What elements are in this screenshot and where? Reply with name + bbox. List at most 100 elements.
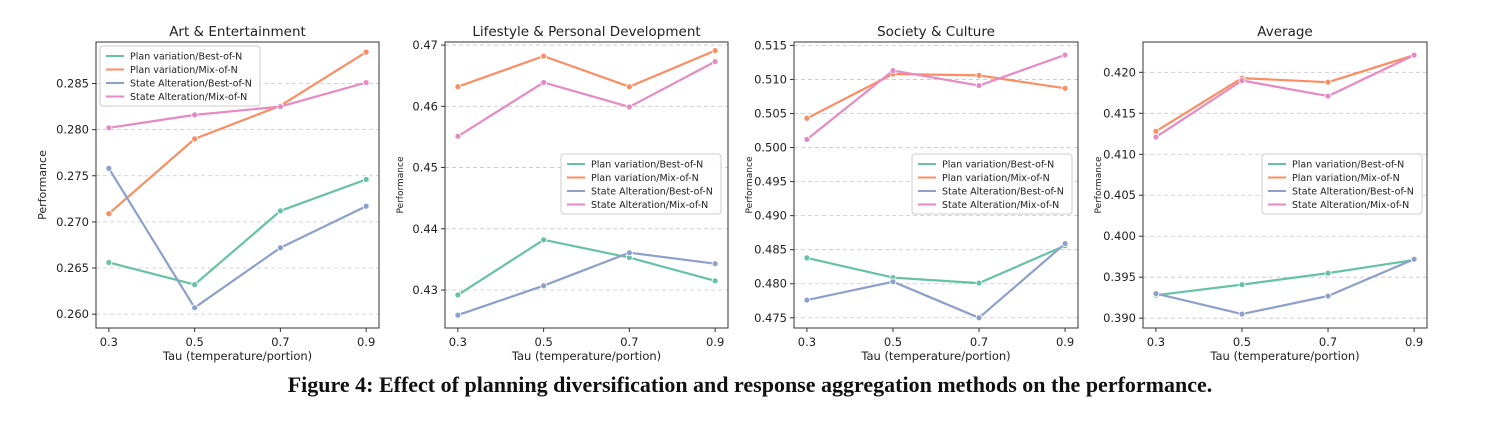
y-tick-label: 0.260 [56, 307, 89, 321]
y-tick-label: 0.405 [1103, 188, 1136, 202]
y-tick-label: 0.505 [754, 107, 787, 121]
x-tick-label: 0.7 [620, 335, 638, 349]
x-axis-label: Tau (temperature/portion) [860, 349, 1010, 363]
data-point [540, 282, 548, 290]
y-tick-label: 0.400 [1103, 229, 1136, 243]
data-point [362, 48, 370, 56]
series-line [108, 81, 367, 129]
series-line [806, 244, 1066, 285]
data-point [1061, 51, 1069, 59]
y-tick-label: 0.420 [1103, 65, 1136, 79]
chart-title: Art & Entertainment [169, 24, 306, 40]
y-tick-label: 0.515 [754, 38, 787, 52]
data-point [454, 291, 462, 299]
data-point [711, 277, 719, 285]
data-point [1152, 127, 1160, 135]
chart-title: Society & Culture [877, 24, 995, 40]
legend-label: Plan variation/Best-of-N [591, 160, 703, 171]
x-axis-label: Tau (temperature/portion) [511, 349, 661, 363]
data-point [1061, 84, 1069, 92]
data-point [191, 304, 199, 312]
legend-box [1261, 153, 1423, 215]
y-tick-label: 0.395 [1103, 270, 1136, 284]
legend-label: State Alteration/Best-of-N [130, 79, 252, 90]
data-point [362, 176, 370, 183]
data-point [454, 311, 462, 319]
data-point [105, 124, 113, 132]
data-point [1152, 290, 1160, 297]
y-tick-label: 0.390 [1103, 311, 1136, 325]
data-point [105, 210, 113, 218]
y-tick-label: 0.485 [754, 243, 787, 257]
data-point [975, 314, 983, 322]
data-point [1410, 51, 1418, 59]
series-line [806, 242, 1066, 319]
legend-label: State Alteration/Best-of-N [591, 187, 713, 198]
data-point [276, 103, 284, 110]
series-line [457, 251, 716, 317]
data-point [362, 79, 370, 86]
data-point [1324, 92, 1332, 100]
data-point [454, 83, 462, 91]
series-line [457, 238, 716, 296]
x-axis-label: Tau (temperature/portion) [162, 349, 312, 363]
y-axis-label: Performance [745, 156, 755, 213]
x-tick-label: 0.9 [706, 335, 724, 349]
data-point [711, 47, 719, 54]
chart-panel-3: 0.475 0.480 0.485 0.490 0.495 0.500 0.505 0.510… [745, 24, 1079, 363]
y-tick-label: 0.280 [56, 123, 89, 137]
data-point [191, 281, 199, 289]
x-tick-label: 0.7 [271, 335, 289, 349]
x-tick-label: 0.5 [185, 335, 203, 349]
x-tick-label: 0.7 [970, 335, 988, 349]
data-point [711, 58, 719, 65]
data-point [975, 82, 983, 89]
y-tick-label: 0.43 [412, 283, 438, 297]
data-point [711, 260, 719, 268]
y-tick-label: 0.285 [56, 77, 89, 91]
series-line [457, 49, 716, 88]
data-point [803, 114, 811, 122]
y-tick-label: 0.480 [754, 277, 787, 291]
data-point [1324, 292, 1332, 300]
data-point [1152, 133, 1160, 141]
x-axis-label: Tau (temperature/portion) [1209, 349, 1359, 363]
series-line [1155, 258, 1415, 316]
y-tick-label: 0.47 [412, 38, 438, 52]
legend-box [560, 153, 722, 215]
data-point [276, 244, 284, 252]
data-point [105, 259, 113, 266]
data-point [803, 135, 811, 143]
data-point [454, 132, 462, 140]
legend-box [99, 45, 261, 107]
y-axis-label: Performance [1094, 156, 1104, 213]
series-line [107, 167, 367, 309]
legend-label: State Alteration/Best-of-N [1292, 187, 1414, 198]
plot-frame [793, 41, 1079, 329]
chart-panel-4: 0.390 0.395 0.400 0.405 0.410 0.415 0.420 0.3 0.… [1094, 24, 1428, 363]
x-tick-label: 0.3 [100, 335, 118, 349]
data-point [1324, 78, 1332, 86]
y-tick-label: 0.510 [754, 72, 787, 86]
x-tick-label: 0.9 [1405, 335, 1423, 349]
data-point [1061, 240, 1069, 247]
plot-frame [444, 41, 729, 329]
data-point [625, 103, 633, 111]
legend-box [911, 153, 1073, 215]
plot-frame [95, 41, 380, 329]
y-tick-label: 0.500 [754, 141, 787, 155]
y-tick-label: 0.270 [56, 215, 89, 229]
data-point [625, 249, 633, 257]
data-point [625, 83, 633, 91]
series-line [1155, 258, 1415, 297]
x-tick-label: 0.5 [534, 335, 552, 349]
series-line [806, 53, 1066, 141]
data-point [803, 296, 811, 304]
y-tick-label: 0.265 [56, 261, 89, 275]
legend-label: State Alteration/Mix-of-N [130, 92, 247, 103]
x-tick-label: 0.5 [884, 335, 902, 349]
y-tick-label: 0.495 [754, 175, 787, 189]
series-line [1155, 54, 1415, 133]
y-tick-label: 0.415 [1103, 106, 1136, 120]
